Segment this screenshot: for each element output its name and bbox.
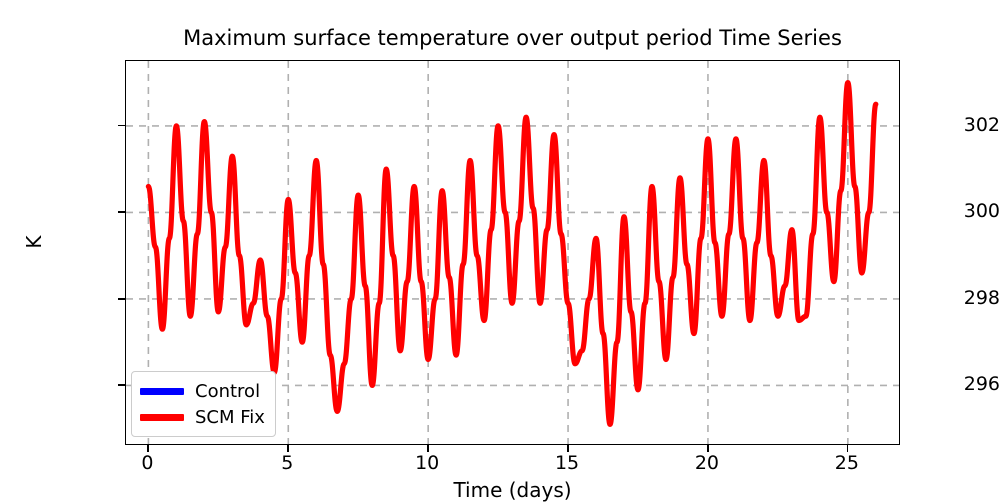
x-tick-mark [706,445,709,452]
x-tick-mark [427,445,429,452]
series-line [145,80,879,427]
y-tick-mark [118,297,125,300]
y-tick-mark [118,384,125,387]
data-series-group [145,80,879,427]
x-tick-mark [147,445,149,452]
legend-item[interactable]: SCM Fix [140,404,265,430]
series-canvas [126,61,899,444]
y-tick-mark [118,211,125,213]
x-tick-mark [846,445,849,452]
x-tick-mark [567,445,569,452]
legend-item[interactable]: Control [140,378,265,404]
y-tick-label: 298 [963,286,1000,309]
x-tick-label: 15 [554,452,580,474]
y-tick-mark [118,124,125,127]
legend[interactable]: Control SCM Fix [131,371,276,437]
y-tick-label: 302 [963,113,1000,136]
x-tick-label: 10 [415,452,440,474]
x-tick-label: 25 [834,452,859,474]
y-tick-label: 300 [963,200,1000,223]
y-axis-label: K [22,235,46,249]
legend-color-swatch [140,413,184,421]
x-axis-label: Time (days) [453,478,572,502]
x-tick-mark [287,445,289,452]
legend-color-swatch [140,387,184,395]
legend-item-label: Control [195,380,261,402]
x-tick-label: 20 [694,452,720,474]
y-tick-label: 296 [963,373,1000,396]
legend-item-label: SCM Fix [195,406,265,428]
x-tick-label: 0 [141,452,154,474]
x-tick-label: 5 [281,452,294,474]
chart-title: Maximum surface temperature over output … [183,26,842,50]
